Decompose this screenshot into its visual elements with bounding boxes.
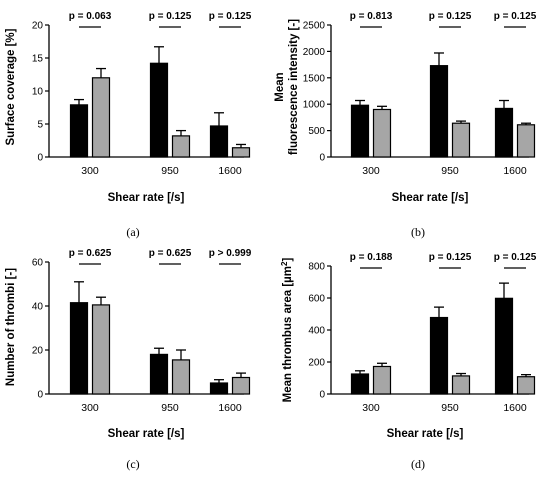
bar [451,375,471,395]
category-label: 950 [441,402,459,414]
bar [149,62,169,158]
bar [91,304,111,395]
y-tick-label: 2500 [303,21,326,32]
p-value-label: p = 0.188 [350,252,393,263]
y-tick-label: 60 [32,258,44,269]
bar [149,353,169,395]
panel-caption-b: (b) [411,225,425,239]
bar [451,122,471,158]
p-value-label: p = 0.625 [149,248,192,259]
y-axis-label-line-2: fluorescence intensity [-] [288,19,300,155]
y-axis-label: Number of thrombi [-] [5,268,17,386]
y-tick-label: 0 [37,390,43,401]
p-value-label: p = 0.125 [149,11,192,22]
x-axis-label: Shear rate [/s] [387,428,464,440]
bar [494,107,514,158]
bar [69,302,89,395]
y-tick-label: 5 [37,120,43,131]
p-value-label: p = 0.125 [209,11,252,22]
p-value-label: p = 0.063 [69,11,112,22]
category-label: 1600 [218,165,242,177]
p-value-label: p = 0.813 [350,11,393,22]
x-axis-label: Shear rate [/s] [392,192,469,204]
y-axis-label-unit: µm [282,266,294,283]
bar [516,124,536,158]
y-tick-label: 0 [319,153,325,164]
bar [231,147,251,158]
y-tick-label: 400 [308,326,325,337]
category-label: 1600 [503,402,527,414]
category-label: 300 [362,402,380,414]
y-axis-label-part-1: Mean thrombus area [ [282,283,294,403]
p-value-label: p > 0.999 [209,248,252,259]
y-tick-label: 800 [308,262,325,273]
chart-panel-b: Mean fluorescence intensity [-] Shear ra… [274,11,537,204]
bar [516,376,536,395]
y-axis-label: Mean thrombus area [µm2] [280,258,294,403]
p-value-label: p = 0.125 [494,252,537,263]
p-value-label: p = 0.125 [429,11,472,22]
y-axis-label-superscript: 2 [280,261,289,266]
bar [429,316,449,395]
category-label: 300 [362,165,380,177]
bar [372,108,392,158]
chart-panel-c: Number of thrombi [-] Shear rate [/s] 0 2… [5,248,252,440]
bar [171,359,191,395]
bar [209,125,229,158]
x-axis-label: Shear rate [/s] [108,192,185,204]
x-axis-label: Shear rate [/s] [108,428,185,440]
panel-caption-a: (a) [126,225,140,239]
y-tick-label: 2000 [303,47,326,58]
category-label: 950 [161,165,179,177]
bar [372,365,392,395]
panel-caption-c: (c) [126,457,140,471]
bar [231,376,251,395]
category-label: 300 [81,165,99,177]
y-tick-label: 20 [32,21,44,32]
chart-panel-a: Surface coverage [%] Shear rate [/s] 0 5 1… [5,11,252,204]
bar [350,373,370,395]
category-label: 1600 [503,165,527,177]
y-tick-label: 200 [308,358,325,369]
category-label: 950 [441,165,459,177]
p-value-label: p = 0.125 [494,11,537,22]
bar [69,104,89,158]
y-axis-label-line-1: Mean [274,72,286,101]
y-tick-label: 500 [308,126,325,137]
y-tick-label: 1500 [303,73,326,84]
bar [209,382,229,395]
y-tick-label: 0 [319,390,325,401]
bar [350,104,370,158]
chart-panel-d: Mean thrombus area [µm2] Shear rate [/s]… [280,252,537,440]
y-tick-label: 40 [32,302,44,313]
category-label: 1600 [218,402,242,414]
y-axis-label-part-4: ] [282,258,294,262]
y-tick-label: 20 [32,346,44,357]
y-tick-label: 1000 [303,100,326,111]
p-value-label: p = 0.625 [69,248,112,259]
bar [429,65,449,158]
bar [494,297,514,395]
y-axis-label: Surface coverage [%] [5,28,17,145]
category-label: 300 [81,402,99,414]
bar [171,135,191,158]
y-tick-label: 10 [32,87,44,98]
p-value-label: p = 0.125 [429,252,472,263]
bar [91,77,111,158]
y-tick-label: 600 [308,294,325,305]
category-label: 950 [161,402,179,414]
panel-caption-d: (d) [411,457,425,471]
y-tick-label: 0 [37,153,43,164]
y-tick-label: 15 [32,54,44,65]
